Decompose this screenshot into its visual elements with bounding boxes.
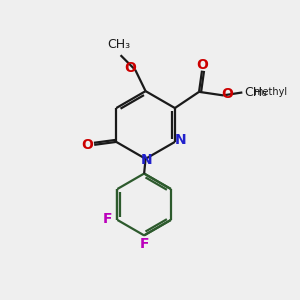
Text: methyl: methyl [254,87,288,98]
Text: N: N [140,153,152,167]
Text: O: O [81,138,93,152]
Text: F: F [140,237,149,251]
Text: N: N [174,134,186,147]
Text: CH₃: CH₃ [244,86,267,99]
Text: O: O [221,87,233,101]
Text: O: O [124,61,136,75]
Text: O: O [196,58,208,72]
Text: CH₃: CH₃ [107,38,130,51]
Text: F: F [102,212,112,226]
